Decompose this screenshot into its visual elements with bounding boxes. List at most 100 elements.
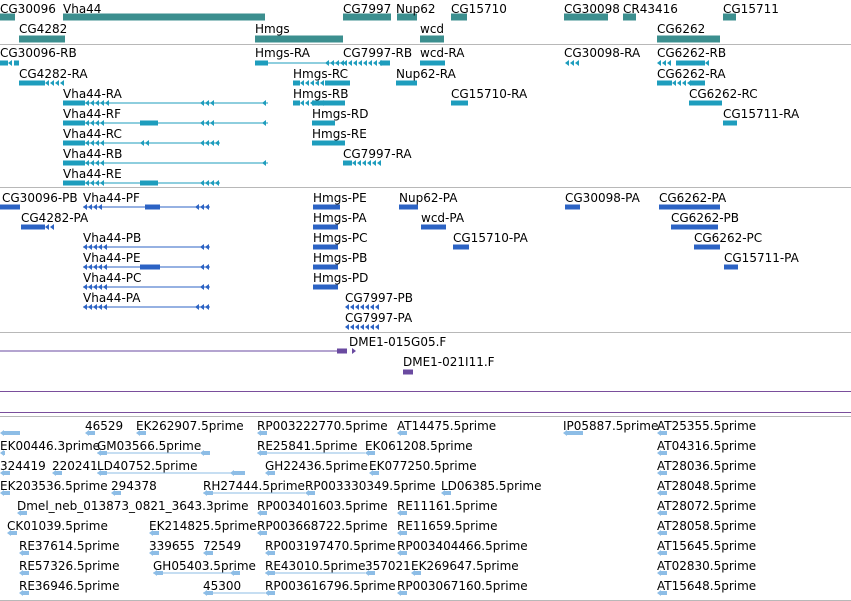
feature-block[interactable] — [661, 551, 667, 555]
strand-arrow[interactable] — [100, 120, 104, 126]
strand-arrow[interactable] — [363, 60, 367, 66]
feature-block[interactable] — [337, 348, 347, 354]
strand-arrow[interactable] — [372, 160, 376, 166]
strand-arrow[interactable] — [0, 450, 4, 456]
feature-block[interactable] — [140, 264, 160, 270]
strand-arrow[interactable] — [205, 304, 209, 310]
strand-arrow[interactable] — [200, 204, 204, 210]
strand-arrow[interactable] — [353, 60, 357, 66]
strand-arrow[interactable] — [100, 180, 104, 186]
feature-block[interactable] — [671, 224, 690, 230]
est-label[interactable]: 45300 — [203, 579, 242, 593]
est-label[interactable]: LD40752.5prime — [97, 459, 198, 473]
transcript-label[interactable]: Vha44-RB — [63, 147, 123, 161]
feature-block[interactable] — [313, 264, 338, 270]
strand-arrow[interactable] — [575, 60, 579, 66]
feature-block[interactable] — [397, 13, 417, 21]
transcript-label[interactable]: CG30098-RA — [564, 46, 641, 60]
strand-arrow[interactable] — [0, 490, 4, 496]
clone-label[interactable]: DME1-021I11.F — [403, 355, 495, 369]
est-label[interactable]: EK269647.5prime — [411, 559, 519, 573]
feature-block[interactable] — [101, 451, 107, 455]
feature-block[interactable] — [623, 13, 636, 21]
protein-label[interactable]: CG15710-PA — [453, 231, 528, 245]
feature-block[interactable] — [63, 120, 85, 126]
feature-block[interactable] — [723, 120, 737, 126]
feature-block[interactable] — [261, 511, 267, 515]
strand-arrow[interactable] — [95, 180, 99, 186]
strand-arrow[interactable] — [203, 550, 207, 556]
strand-arrow[interactable] — [369, 470, 373, 476]
strand-arrow[interactable] — [103, 264, 107, 270]
strand-arrow[interactable] — [83, 284, 87, 290]
est-label[interactable]: AT28048.5prime — [657, 479, 757, 493]
strand-arrow[interactable] — [265, 570, 269, 576]
feature-block[interactable] — [261, 431, 267, 435]
transcript-label[interactable]: Vha44-RE — [63, 167, 122, 181]
strand-arrow[interactable] — [203, 590, 207, 596]
feature-block[interactable] — [380, 60, 390, 66]
protein-label[interactable]: CG30096-PB — [2, 191, 78, 205]
est-label[interactable]: AT02830.5prime — [657, 559, 757, 573]
strand-arrow[interactable] — [570, 60, 574, 66]
strand-arrow[interactable] — [103, 304, 107, 310]
strand-arrow[interactable] — [360, 304, 364, 310]
strand-arrow[interactable] — [90, 120, 94, 126]
strand-arrow[interactable] — [330, 60, 334, 66]
feature-block[interactable] — [313, 284, 338, 290]
feature-block[interactable] — [0, 204, 20, 210]
strand-arrow[interactable] — [200, 100, 204, 106]
strand-arrow[interactable] — [265, 550, 269, 556]
feature-block[interactable] — [56, 471, 62, 475]
transcript-label[interactable]: CG30096-RB — [0, 46, 77, 60]
feature-block[interactable] — [4, 451, 5, 455]
feature-block[interactable] — [396, 80, 417, 86]
est-label[interactable]: 72549 — [203, 539, 242, 553]
feature-block[interactable] — [453, 244, 469, 250]
strand-arrow[interactable] — [90, 180, 94, 186]
strand-arrow[interactable] — [365, 324, 369, 330]
strand-arrow[interactable] — [200, 304, 204, 310]
strand-arrow[interactable] — [657, 450, 661, 456]
feature-block[interactable] — [19, 35, 65, 43]
strand-arrow[interactable] — [305, 80, 309, 86]
strand-arrow[interactable] — [672, 80, 676, 86]
feature-block[interactable] — [661, 431, 667, 435]
est-label[interactable]: LD06385.5prime — [441, 479, 542, 493]
feature-block[interactable] — [369, 451, 375, 455]
strand-arrow[interactable] — [215, 140, 219, 146]
feature-block[interactable] — [207, 591, 213, 595]
feature-block[interactable] — [661, 531, 667, 535]
feature-block[interactable] — [63, 180, 85, 186]
strand-arrow[interactable] — [257, 430, 261, 436]
feature-block[interactable] — [0, 13, 15, 21]
feature-block[interactable] — [661, 451, 667, 455]
est-label[interactable]: RH27444.5prime — [203, 479, 305, 493]
protein-label[interactable]: CG7997-PB — [345, 291, 414, 305]
strand-arrow[interactable] — [662, 60, 666, 66]
feature-block[interactable] — [661, 471, 667, 475]
gene-label[interactable]: Hmgs — [255, 22, 290, 36]
feature-block[interactable] — [325, 80, 350, 86]
feature-block[interactable] — [661, 511, 667, 515]
feature-block[interactable] — [269, 551, 275, 555]
protein-label[interactable]: CG30098-PA — [565, 191, 640, 205]
transcript-label[interactable]: Vha44-RC — [63, 127, 122, 141]
strand-arrow[interactable] — [265, 470, 269, 476]
protein-label[interactable]: CG6262-PC — [694, 231, 763, 245]
est-label[interactable]: EK203536.5prime — [0, 479, 108, 493]
gene-label[interactable]: CG15710 — [451, 2, 507, 16]
strand-arrow[interactable] — [195, 304, 199, 310]
feature-block[interactable] — [101, 471, 107, 475]
feature-block[interactable] — [153, 551, 159, 555]
protein-label[interactable]: CG4282-PA — [21, 211, 89, 225]
strand-arrow[interactable] — [60, 80, 64, 86]
gene-label[interactable]: Vha44 — [63, 2, 102, 16]
strand-arrow[interactable] — [265, 590, 269, 596]
est-label[interactable]: RP003401603.5prime — [257, 499, 388, 513]
strand-arrow[interactable] — [103, 284, 107, 290]
est-label[interactable]: RP003668722.5prime — [257, 519, 388, 533]
strand-arrow[interactable] — [441, 490, 445, 496]
est-label[interactable]: EK214825.5prime — [149, 519, 257, 533]
strand-arrow[interactable] — [100, 160, 104, 166]
